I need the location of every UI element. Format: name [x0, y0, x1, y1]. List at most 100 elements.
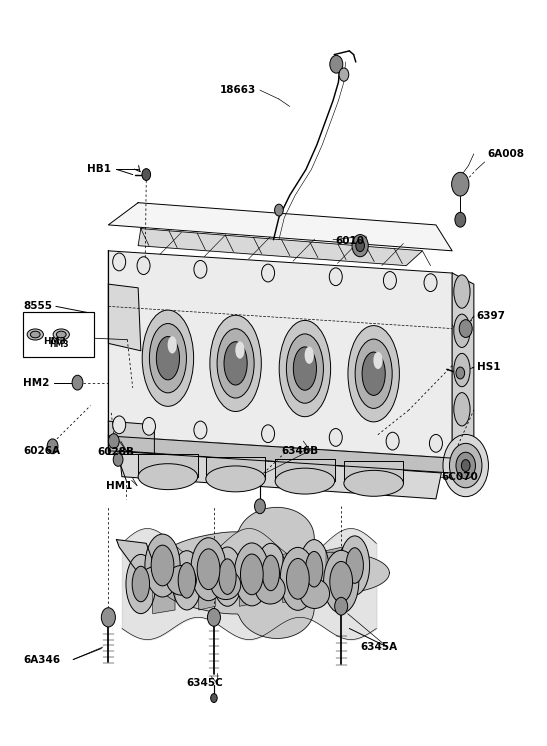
- Circle shape: [137, 257, 150, 275]
- Text: HM1: HM1: [106, 480, 132, 491]
- Ellipse shape: [454, 314, 470, 348]
- Circle shape: [113, 253, 126, 271]
- Circle shape: [339, 68, 349, 81]
- Circle shape: [329, 428, 342, 446]
- Circle shape: [113, 416, 126, 433]
- Ellipse shape: [279, 321, 330, 417]
- Text: 6345A: 6345A: [360, 642, 397, 652]
- Text: HM3: HM3: [43, 337, 66, 346]
- Ellipse shape: [210, 316, 261, 412]
- Ellipse shape: [362, 352, 385, 395]
- Ellipse shape: [256, 543, 286, 603]
- Polygon shape: [153, 562, 175, 614]
- Text: HS1: HS1: [476, 362, 500, 372]
- Ellipse shape: [53, 329, 69, 340]
- Circle shape: [194, 260, 207, 278]
- Polygon shape: [162, 507, 389, 639]
- Circle shape: [211, 694, 217, 703]
- Circle shape: [456, 452, 475, 479]
- Ellipse shape: [241, 554, 263, 595]
- Ellipse shape: [138, 464, 197, 489]
- Ellipse shape: [324, 551, 359, 613]
- Circle shape: [424, 274, 437, 292]
- Ellipse shape: [287, 334, 323, 403]
- Ellipse shape: [293, 347, 317, 390]
- Polygon shape: [119, 451, 441, 499]
- Ellipse shape: [126, 554, 156, 614]
- Circle shape: [113, 453, 123, 466]
- Ellipse shape: [454, 275, 470, 308]
- Circle shape: [72, 375, 83, 390]
- Circle shape: [329, 268, 342, 286]
- Text: 6397: 6397: [476, 311, 505, 321]
- Polygon shape: [108, 284, 141, 351]
- Ellipse shape: [151, 545, 174, 586]
- Text: 8555: 8555: [24, 301, 53, 311]
- Ellipse shape: [167, 336, 177, 354]
- Ellipse shape: [300, 579, 329, 609]
- Ellipse shape: [374, 352, 383, 369]
- Ellipse shape: [287, 559, 309, 599]
- Ellipse shape: [275, 468, 335, 494]
- Ellipse shape: [31, 331, 40, 338]
- Text: 18663: 18663: [220, 85, 257, 95]
- Circle shape: [261, 264, 275, 282]
- Ellipse shape: [167, 565, 196, 595]
- Polygon shape: [108, 421, 154, 454]
- Circle shape: [456, 367, 464, 379]
- Circle shape: [452, 172, 469, 196]
- Ellipse shape: [305, 347, 314, 364]
- Text: 6010: 6010: [336, 236, 365, 246]
- Text: 6C070: 6C070: [441, 471, 478, 482]
- Circle shape: [275, 204, 283, 216]
- Text: HB1: HB1: [87, 164, 110, 175]
- Circle shape: [383, 272, 397, 289]
- Polygon shape: [117, 539, 154, 573]
- Ellipse shape: [206, 466, 265, 492]
- Polygon shape: [240, 554, 259, 606]
- Ellipse shape: [348, 325, 399, 422]
- Text: 6028B: 6028B: [97, 448, 135, 457]
- Polygon shape: [199, 558, 216, 610]
- Polygon shape: [344, 461, 404, 483]
- Ellipse shape: [156, 336, 179, 380]
- Circle shape: [330, 55, 343, 73]
- Ellipse shape: [355, 339, 392, 408]
- Ellipse shape: [149, 324, 187, 393]
- Polygon shape: [138, 454, 197, 477]
- Polygon shape: [275, 459, 335, 481]
- Ellipse shape: [145, 534, 180, 597]
- Circle shape: [335, 598, 348, 615]
- Ellipse shape: [27, 329, 43, 340]
- Polygon shape: [283, 551, 302, 603]
- Ellipse shape: [330, 562, 353, 602]
- Circle shape: [254, 499, 265, 514]
- Circle shape: [356, 239, 364, 251]
- Ellipse shape: [454, 392, 470, 426]
- Ellipse shape: [344, 471, 404, 496]
- Circle shape: [108, 433, 119, 448]
- Text: 6A346: 6A346: [24, 654, 61, 665]
- Polygon shape: [206, 457, 265, 479]
- Ellipse shape: [224, 342, 247, 385]
- Polygon shape: [452, 273, 474, 469]
- Text: 6345C: 6345C: [187, 677, 224, 688]
- Polygon shape: [326, 547, 343, 599]
- Polygon shape: [138, 228, 422, 266]
- Text: HM2: HM2: [24, 377, 50, 388]
- Text: 6346B: 6346B: [282, 446, 319, 456]
- Ellipse shape: [219, 559, 236, 595]
- Ellipse shape: [454, 354, 470, 386]
- Circle shape: [429, 434, 443, 452]
- Circle shape: [207, 609, 220, 626]
- Ellipse shape: [299, 539, 329, 599]
- Ellipse shape: [178, 562, 195, 598]
- Ellipse shape: [132, 566, 149, 602]
- Ellipse shape: [56, 331, 66, 338]
- Circle shape: [47, 439, 58, 454]
- Ellipse shape: [262, 555, 280, 591]
- Ellipse shape: [255, 574, 285, 604]
- Ellipse shape: [340, 536, 370, 595]
- Ellipse shape: [142, 310, 194, 407]
- Ellipse shape: [191, 538, 226, 601]
